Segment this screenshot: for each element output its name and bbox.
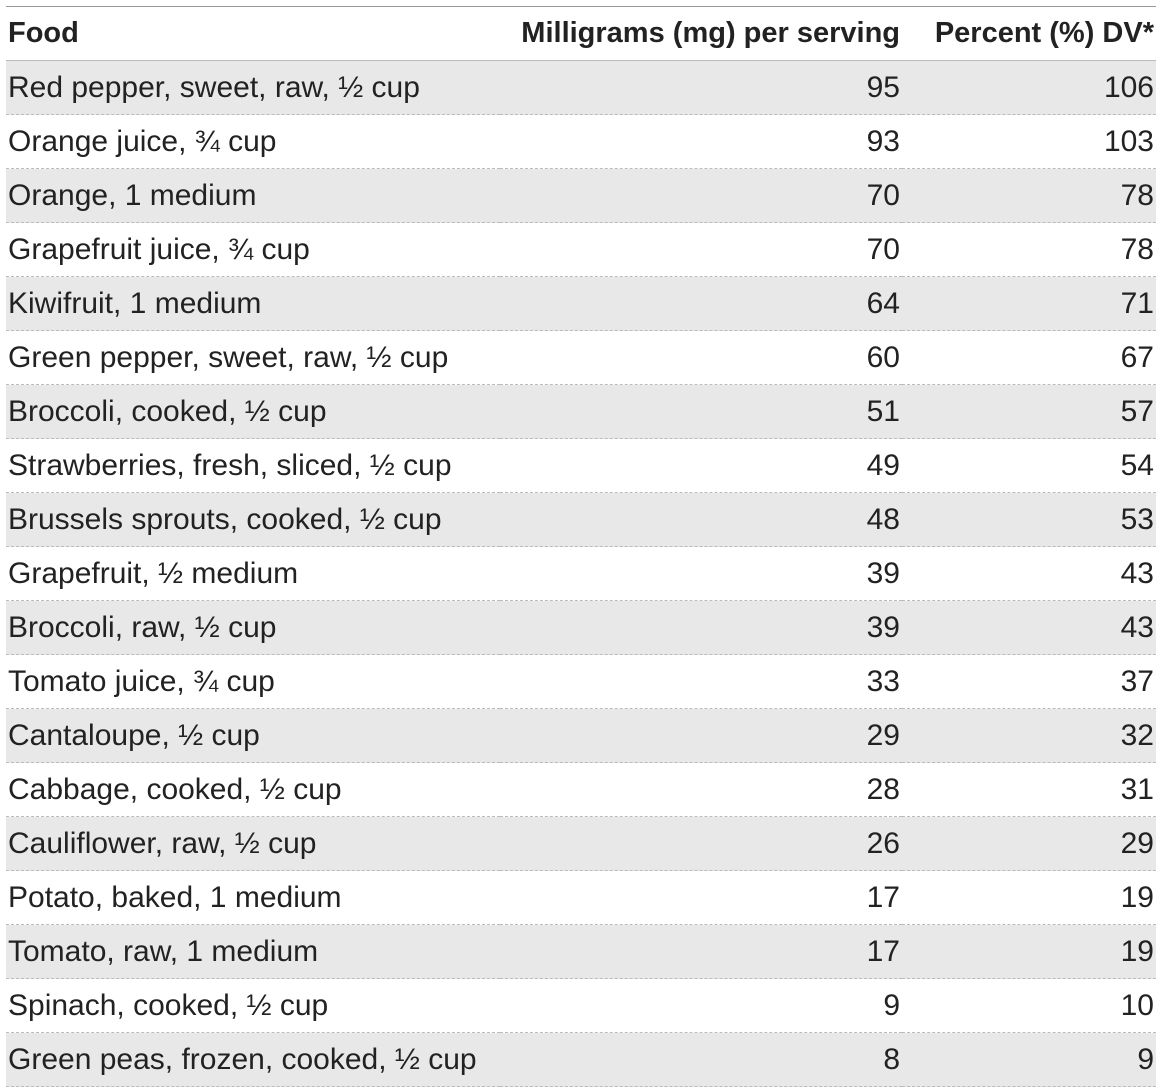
mg-cell: 29	[500, 708, 902, 763]
food-cell: Grapefruit juice, ¾ cup	[6, 222, 500, 277]
dv-cell: 103	[902, 114, 1156, 169]
mg-cell: 26	[500, 816, 902, 871]
food-cell: Strawberries, fresh, sliced, ½ cup	[6, 438, 500, 493]
mg-cell: 17	[500, 870, 902, 925]
food-cell: Orange, 1 medium	[6, 168, 500, 223]
food-cell: Potato, baked, 1 medium	[6, 870, 500, 925]
mg-cell: 93	[500, 114, 902, 169]
food-cell: Cantaloupe, ½ cup	[6, 708, 500, 763]
dv-cell: 54	[902, 438, 1156, 493]
food-cell: Orange juice, ¾ cup	[6, 114, 500, 169]
table-row: Cantaloupe, ½ cup 29 32	[6, 708, 1156, 763]
mg-cell: 8	[500, 1032, 902, 1087]
table-row: Tomato, raw, 1 medium 17 19	[6, 924, 1156, 979]
table-row: Broccoli, raw, ½ cup 39 43	[6, 600, 1156, 655]
table-row: Orange, 1 medium 70 78	[6, 168, 1156, 223]
food-cell: Spinach, cooked, ½ cup	[6, 978, 500, 1033]
mg-cell: 17	[500, 924, 902, 979]
mg-cell: 28	[500, 762, 902, 817]
table-row: Orange juice, ¾ cup 93 103	[6, 114, 1156, 169]
food-cell: Broccoli, cooked, ½ cup	[6, 384, 500, 439]
mg-cell: 9	[500, 978, 902, 1033]
dv-cell: 43	[902, 546, 1156, 601]
mg-cell: 70	[500, 222, 902, 277]
dv-cell: 67	[902, 330, 1156, 385]
table-row: Spinach, cooked, ½ cup 9 10	[6, 978, 1156, 1033]
dv-cell: 71	[902, 276, 1156, 331]
dv-cell: 29	[902, 816, 1156, 871]
table-row: Cabbage, cooked, ½ cup 28 31	[6, 762, 1156, 817]
table-head: Food Milligrams (mg) per serving Percent…	[6, 6, 1156, 61]
dv-cell: 78	[902, 168, 1156, 223]
mg-cell: 49	[500, 438, 902, 493]
dv-cell: 32	[902, 708, 1156, 763]
food-cell: Green peas, frozen, cooked, ½ cup	[6, 1032, 500, 1087]
food-cell: Cabbage, cooked, ½ cup	[6, 762, 500, 817]
table-row: Tomato juice, ¾ cup 33 37	[6, 654, 1156, 709]
dv-cell: 10	[902, 978, 1156, 1033]
dv-cell: 78	[902, 222, 1156, 277]
table-row: Brussels sprouts, cooked, ½ cup 48 53	[6, 492, 1156, 547]
table-row: Grapefruit, ½ medium 39 43	[6, 546, 1156, 601]
dv-cell: 43	[902, 600, 1156, 655]
dv-cell: 9	[902, 1032, 1156, 1087]
header-cell: Milligrams (mg) per serving	[500, 6, 902, 61]
food-cell: Tomato juice, ¾ cup	[6, 654, 500, 709]
table-row: Kiwifruit, 1 medium 64 71	[6, 276, 1156, 331]
table-row: Strawberries, fresh, sliced, ½ cup 49 54	[6, 438, 1156, 493]
dv-cell: 106	[902, 60, 1156, 115]
food-cell: Green pepper, sweet, raw, ½ cup	[6, 330, 500, 385]
mg-cell: 64	[500, 276, 902, 331]
food-cell: Cauliflower, raw, ½ cup	[6, 816, 500, 871]
mg-cell: 60	[500, 330, 902, 385]
table-row: Cauliflower, raw, ½ cup 26 29	[6, 816, 1156, 871]
dv-cell: 37	[902, 654, 1156, 709]
food-cell: Broccoli, raw, ½ cup	[6, 600, 500, 655]
table-row: Broccoli, cooked, ½ cup 51 57	[6, 384, 1156, 439]
food-cell: Red pepper, sweet, raw, ½ cup	[6, 60, 500, 115]
header-cell: Food	[6, 6, 500, 61]
food-cell: Grapefruit, ½ medium	[6, 546, 500, 601]
mg-cell: 70	[500, 168, 902, 223]
dv-cell: 57	[902, 384, 1156, 439]
mg-cell: 48	[500, 492, 902, 547]
header-cell: Percent (%) DV*	[902, 6, 1156, 61]
mg-cell: 51	[500, 384, 902, 439]
header-row: Food Milligrams (mg) per serving Percent…	[6, 6, 1156, 61]
food-cell: Kiwifruit, 1 medium	[6, 276, 500, 331]
mg-cell: 95	[500, 60, 902, 115]
table-row: Green pepper, sweet, raw, ½ cup 60 67	[6, 330, 1156, 385]
dv-cell: 19	[902, 870, 1156, 925]
mg-cell: 33	[500, 654, 902, 709]
table-row: Grapefruit juice, ¾ cup 70 78	[6, 222, 1156, 277]
table-row: Green peas, frozen, cooked, ½ cup 8 9	[6, 1032, 1156, 1087]
nutrient-table: Food Milligrams (mg) per serving Percent…	[6, 6, 1156, 1087]
food-cell: Brussels sprouts, cooked, ½ cup	[6, 492, 500, 547]
mg-cell: 39	[500, 600, 902, 655]
food-cell: Tomato, raw, 1 medium	[6, 924, 500, 979]
table-row: Potato, baked, 1 medium 17 19	[6, 870, 1156, 925]
mg-cell: 39	[500, 546, 902, 601]
table-body: Red pepper, sweet, raw, ½ cup 95 106 Orange…	[6, 60, 1156, 1087]
table-row: Red pepper, sweet, raw, ½ cup 95 106	[6, 60, 1156, 115]
dv-cell: 19	[902, 924, 1156, 979]
dv-cell: 31	[902, 762, 1156, 817]
dv-cell: 53	[902, 492, 1156, 547]
